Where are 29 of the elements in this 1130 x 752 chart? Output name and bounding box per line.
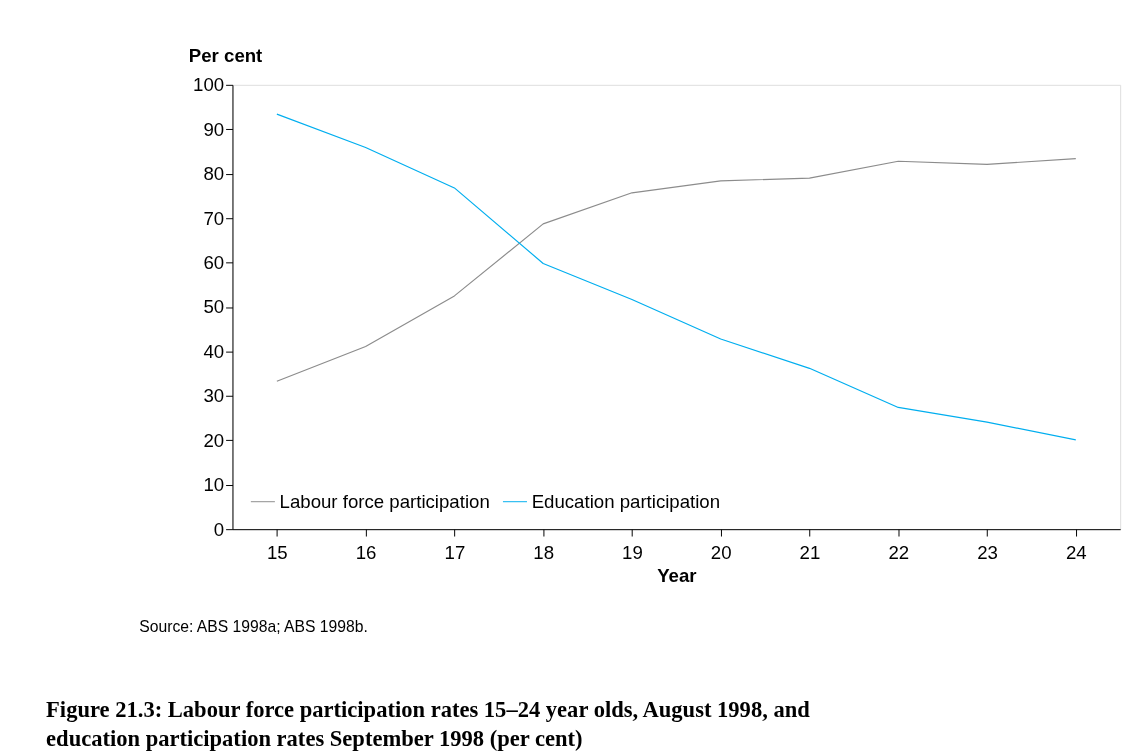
x-tick-label: 24 [1065,542,1087,564]
text: Figure 21.3: Labour force participation rates 15–24 year olds, August 1998, and education participation rates September 1998 (per cent) [46,696,811,751]
x-axis-title: Year [657,564,697,586]
legend-label: Labour force participation [279,490,490,512]
y-tick-label: 20 [203,429,225,451]
y-tick-label: 0 [213,518,225,540]
x-tick-label: 15 [266,542,288,564]
y-tick-label: 90 [203,118,225,140]
x-tick-label: 16 [355,542,377,564]
legend-label: Education participation [531,490,721,512]
y-tick-label: 100 [193,74,225,96]
line-series [276,158,1077,382]
y-tick-label: 70 [203,207,225,229]
y-tick-label: 30 [203,385,225,407]
x-tick-label: 21 [799,542,821,564]
y-tick-label: 10 [203,474,225,496]
y-tick-label: 50 [203,296,225,318]
y-tick-label: 40 [203,340,225,362]
y-tick-label: 80 [203,163,225,185]
source-note: Source: ABS 1998a; ABS 1998b. [139,618,368,636]
y-tick-label: 60 [203,251,225,273]
x-tick-label: 17 [444,542,466,564]
x-tick-label: 22 [888,542,910,564]
x-tick-label: 19 [622,542,643,564]
y-axis-title: Per cent [188,44,263,66]
x-tick-label: 20 [710,542,732,564]
line-series [276,113,1077,441]
x-tick-label: 23 [977,542,998,564]
x-tick-label: 18 [533,542,555,564]
